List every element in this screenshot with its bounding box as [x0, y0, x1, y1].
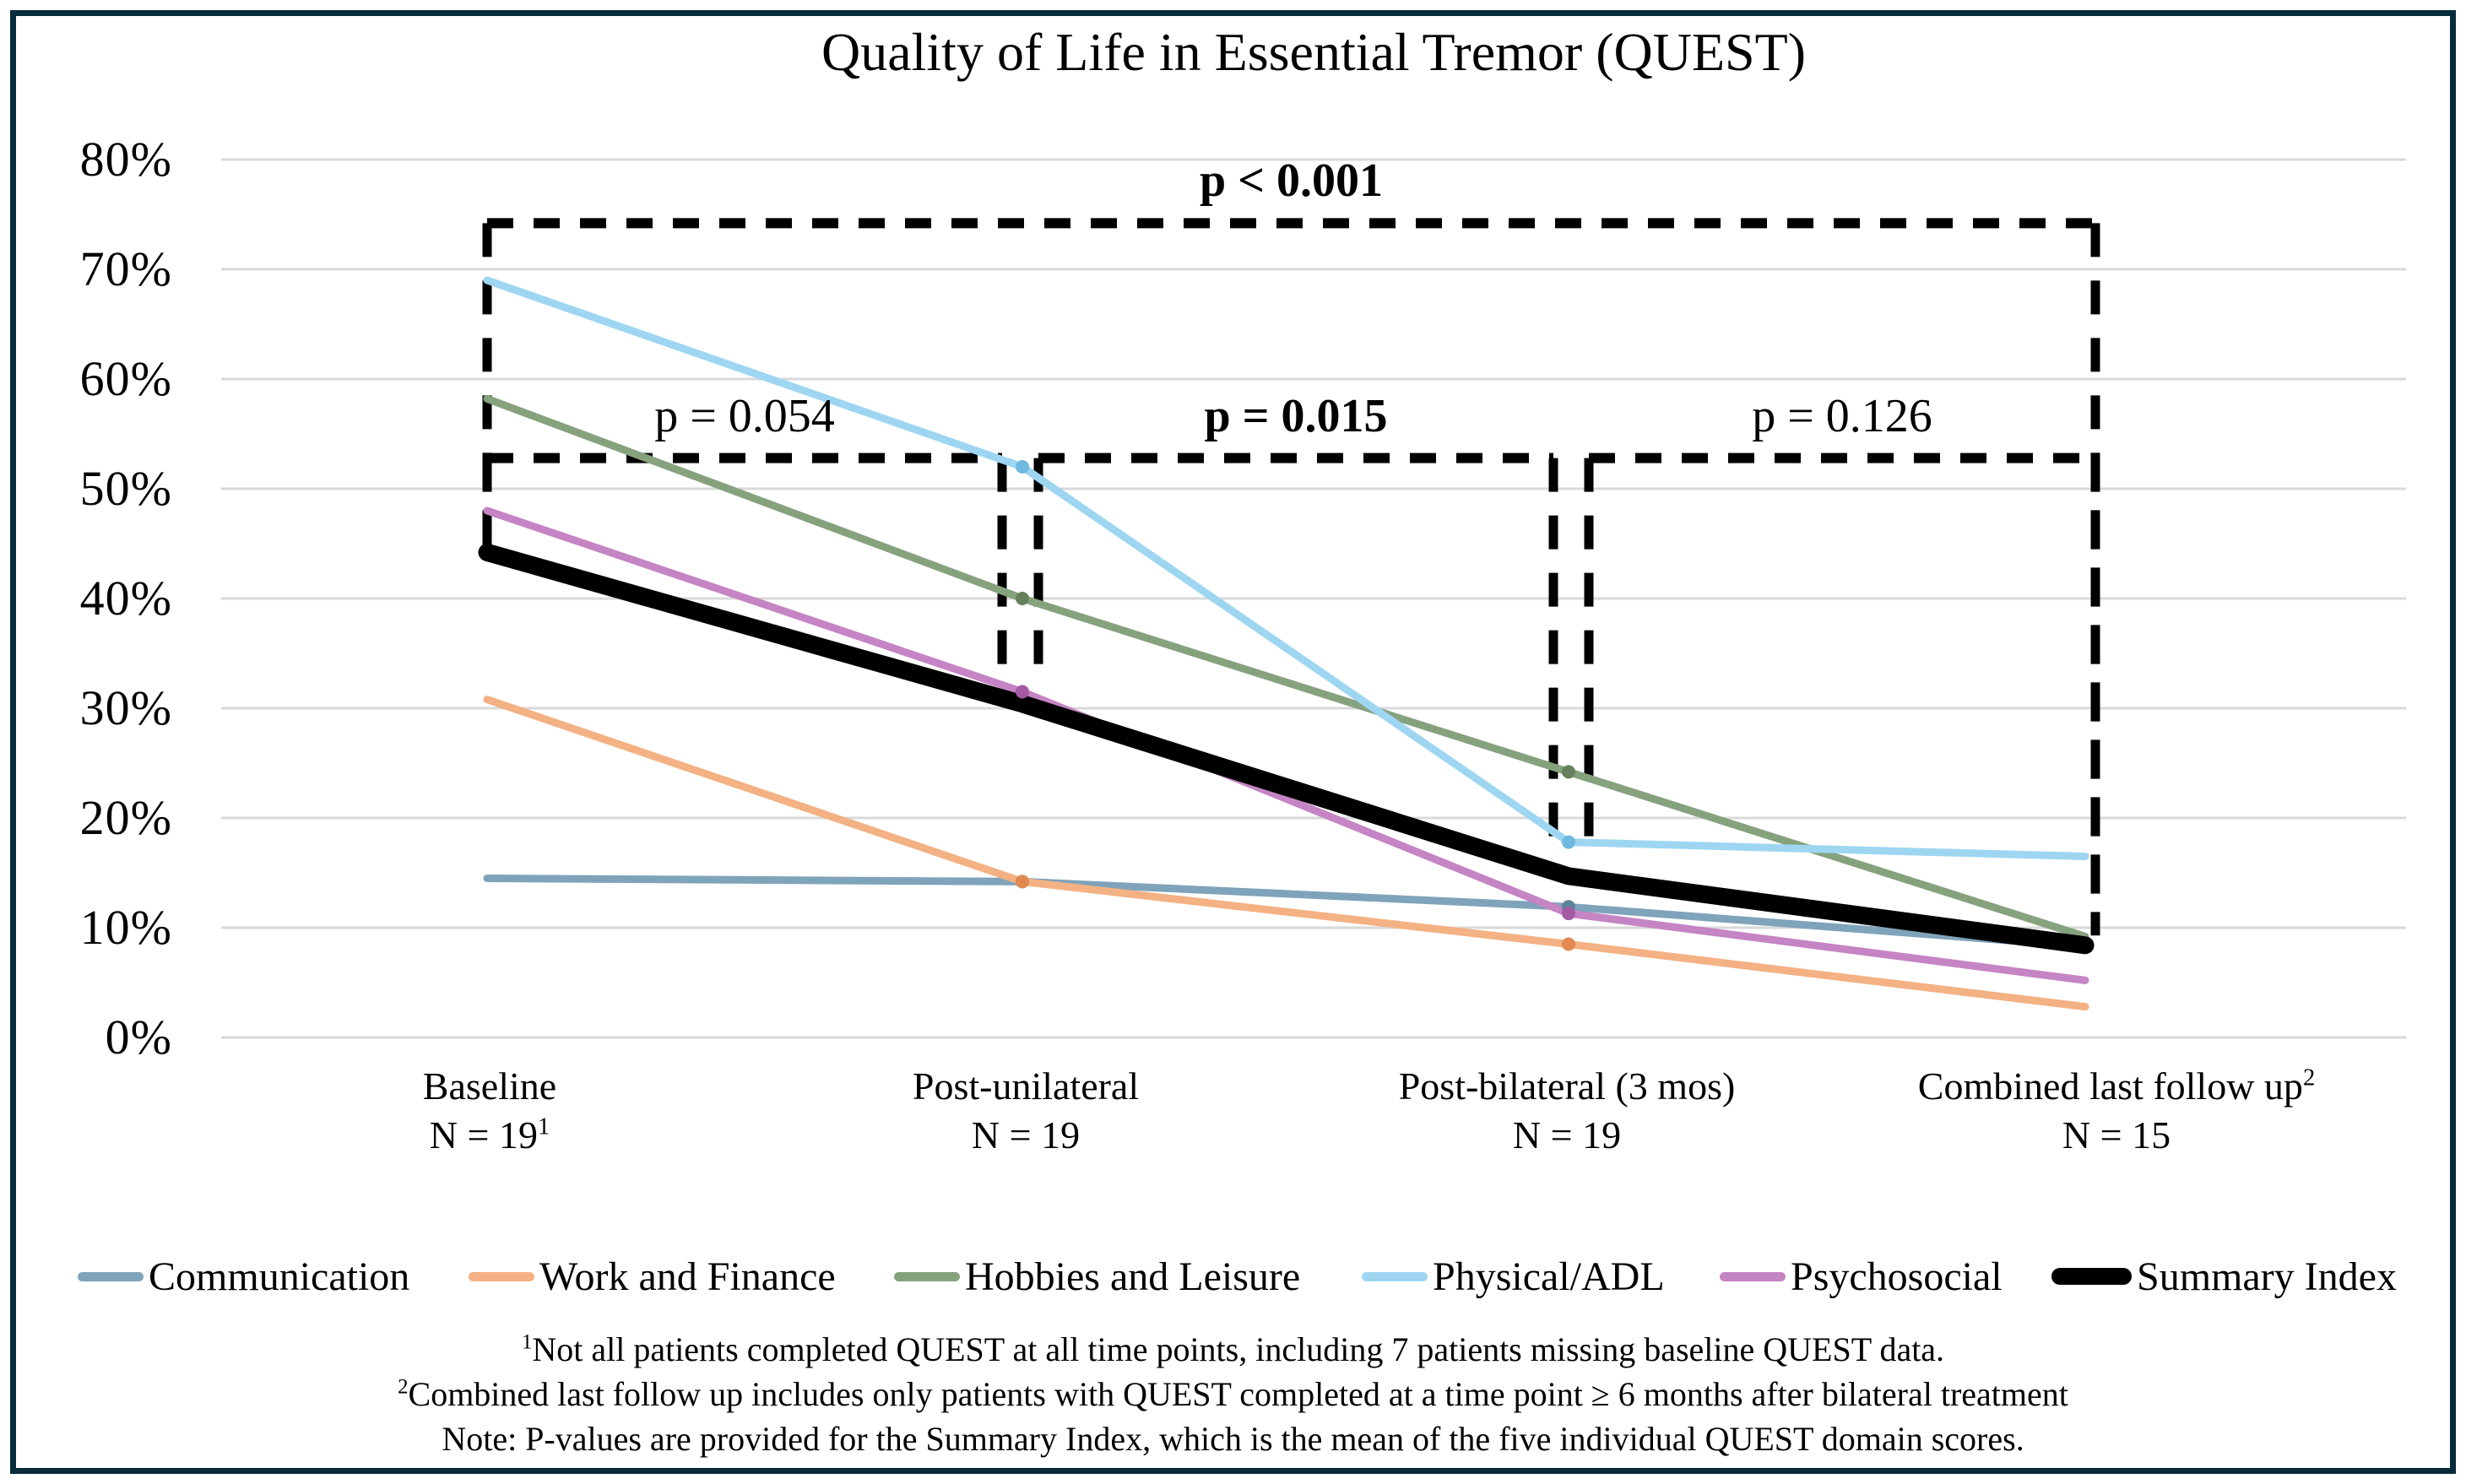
legend-line-swatch — [1362, 1271, 1428, 1281]
footnotes: 1Not all patients completed QUEST at all… — [0, 1327, 2466, 1461]
series-point-physical-adl — [1016, 460, 1029, 474]
p-label-p-0-015: p = 0.015 — [1204, 389, 1388, 442]
legend-label: Hobbies and Leisure — [965, 1254, 1301, 1299]
footnote-2: 2Combined last follow up includes only p… — [0, 1372, 2466, 1416]
p-bracket-p-0-001 — [482, 218, 2100, 936]
x-category-post-unilateral: Post-unilateral N = 19 — [913, 1062, 1139, 1160]
x-category-name-superscript: 2 — [2302, 1064, 2316, 1091]
y-tick-50pct: 50% — [79, 461, 172, 516]
legend-line-swatch — [2051, 1268, 2132, 1285]
legend-item-physical-adl: Physical/ADL — [1362, 1249, 1665, 1303]
series-line-physical-adl — [483, 276, 2089, 860]
x-category-name: Baseline — [422, 1064, 557, 1108]
legend: Communication Work and Finance Hobbies and… — [0, 1249, 2466, 1303]
legend-line-swatch — [469, 1271, 534, 1281]
legend-line-swatch — [78, 1271, 144, 1281]
series-point-hobbies-and-leisure — [1562, 765, 1575, 779]
footnote-1-superscript: 1 — [521, 1330, 533, 1354]
legend-item-work-and-finance: Work and Finance — [469, 1249, 836, 1303]
series-line-psychosocial — [483, 506, 2089, 984]
x-category-name: Post-unilateral — [912, 1064, 1140, 1108]
footnote-1-text: Not all patients completed QUEST at all … — [532, 1330, 1945, 1368]
p-bracket-p-0-015 — [1033, 452, 1558, 838]
series-line-work-and-finance — [483, 696, 2089, 1011]
chart-title: Quality of Life in Essential Tremor (QUE… — [821, 22, 1807, 82]
legend-label: Work and Finance — [539, 1254, 836, 1299]
legend-item-hobbies-and-leisure: Hobbies and Leisure — [894, 1249, 1300, 1303]
legend-label: Psychosocial — [1791, 1254, 2003, 1299]
legend-label: Summary Index — [2137, 1254, 2397, 1299]
series-point-work-and-finance — [1016, 875, 1029, 889]
x-category-n: N = 19 — [1512, 1113, 1622, 1156]
legend-line-swatch — [1720, 1271, 1786, 1281]
series-point-physical-adl — [1562, 835, 1575, 849]
x-category-name: Post-bilateral (3 mos) — [1398, 1064, 1736, 1108]
y-tick-70pct: 70% — [79, 241, 172, 296]
footnote-1: 1Not all patients completed QUEST at all… — [0, 1327, 2466, 1372]
footnote-2-text: Combined last follow up includes only pa… — [408, 1375, 2068, 1413]
footnote-3: Note: P-values are provided for the Summ… — [0, 1416, 2466, 1461]
y-tick-30pct: 30% — [79, 680, 172, 735]
p-label-p-0-126: p = 0.126 — [1752, 389, 1932, 442]
p-bracket-p-0-126 — [1584, 452, 2100, 936]
y-tick-40pct: 40% — [79, 571, 172, 626]
footnote-2-superscript: 2 — [398, 1375, 409, 1399]
x-category-n-superscript: 1 — [537, 1113, 550, 1140]
series-point-work-and-finance — [1562, 937, 1575, 951]
y-tick-20pct: 20% — [79, 790, 172, 845]
y-tick-10pct: 10% — [79, 900, 172, 955]
series-point-psychosocial — [1562, 907, 1575, 921]
series-point-psychosocial — [1016, 685, 1029, 699]
x-category-post-bilateral-3-mos: Post-bilateral (3 mos) N = 19 — [1399, 1062, 1736, 1160]
p-label-p-0-054: p = 0.054 — [654, 389, 835, 442]
legend-item-summary-index: Summary Index — [2051, 1249, 2397, 1303]
x-category-name: Combined last follow up — [1917, 1064, 2303, 1108]
footnote-3-text: Note: P-values are provided for the Summ… — [442, 1420, 2024, 1458]
x-category-combined-last-follow-up: Combined last follow up2 N = 15 — [1918, 1062, 2315, 1160]
p-label-p-0-001: p < 0.001 — [1199, 154, 1384, 208]
y-tick-80pct: 80% — [79, 132, 172, 187]
series-line-hobbies-and-leisure — [483, 394, 2089, 940]
series-line-communication — [483, 875, 2089, 951]
legend-label: Physical/ADL — [1433, 1254, 1665, 1299]
legend-item-psychosocial: Psychosocial — [1720, 1249, 2003, 1303]
x-category-n: N = 15 — [2062, 1113, 2171, 1156]
x-category-n: N = 19 — [429, 1113, 538, 1156]
p-bracket-p-0-054 — [482, 452, 1007, 671]
legend-label: Communication — [149, 1254, 410, 1299]
y-tick-0pct: 0% — [105, 1010, 172, 1064]
x-category-n: N = 19 — [971, 1113, 1081, 1156]
y-tick-60pct: 60% — [79, 351, 172, 406]
x-category-baseline: Baseline N = 191 — [423, 1062, 556, 1160]
legend-item-communication: Communication — [78, 1249, 409, 1303]
legend-line-swatch — [894, 1271, 960, 1281]
series-point-hobbies-and-leisure — [1016, 592, 1029, 605]
series-line-summary-index — [478, 543, 2095, 955]
